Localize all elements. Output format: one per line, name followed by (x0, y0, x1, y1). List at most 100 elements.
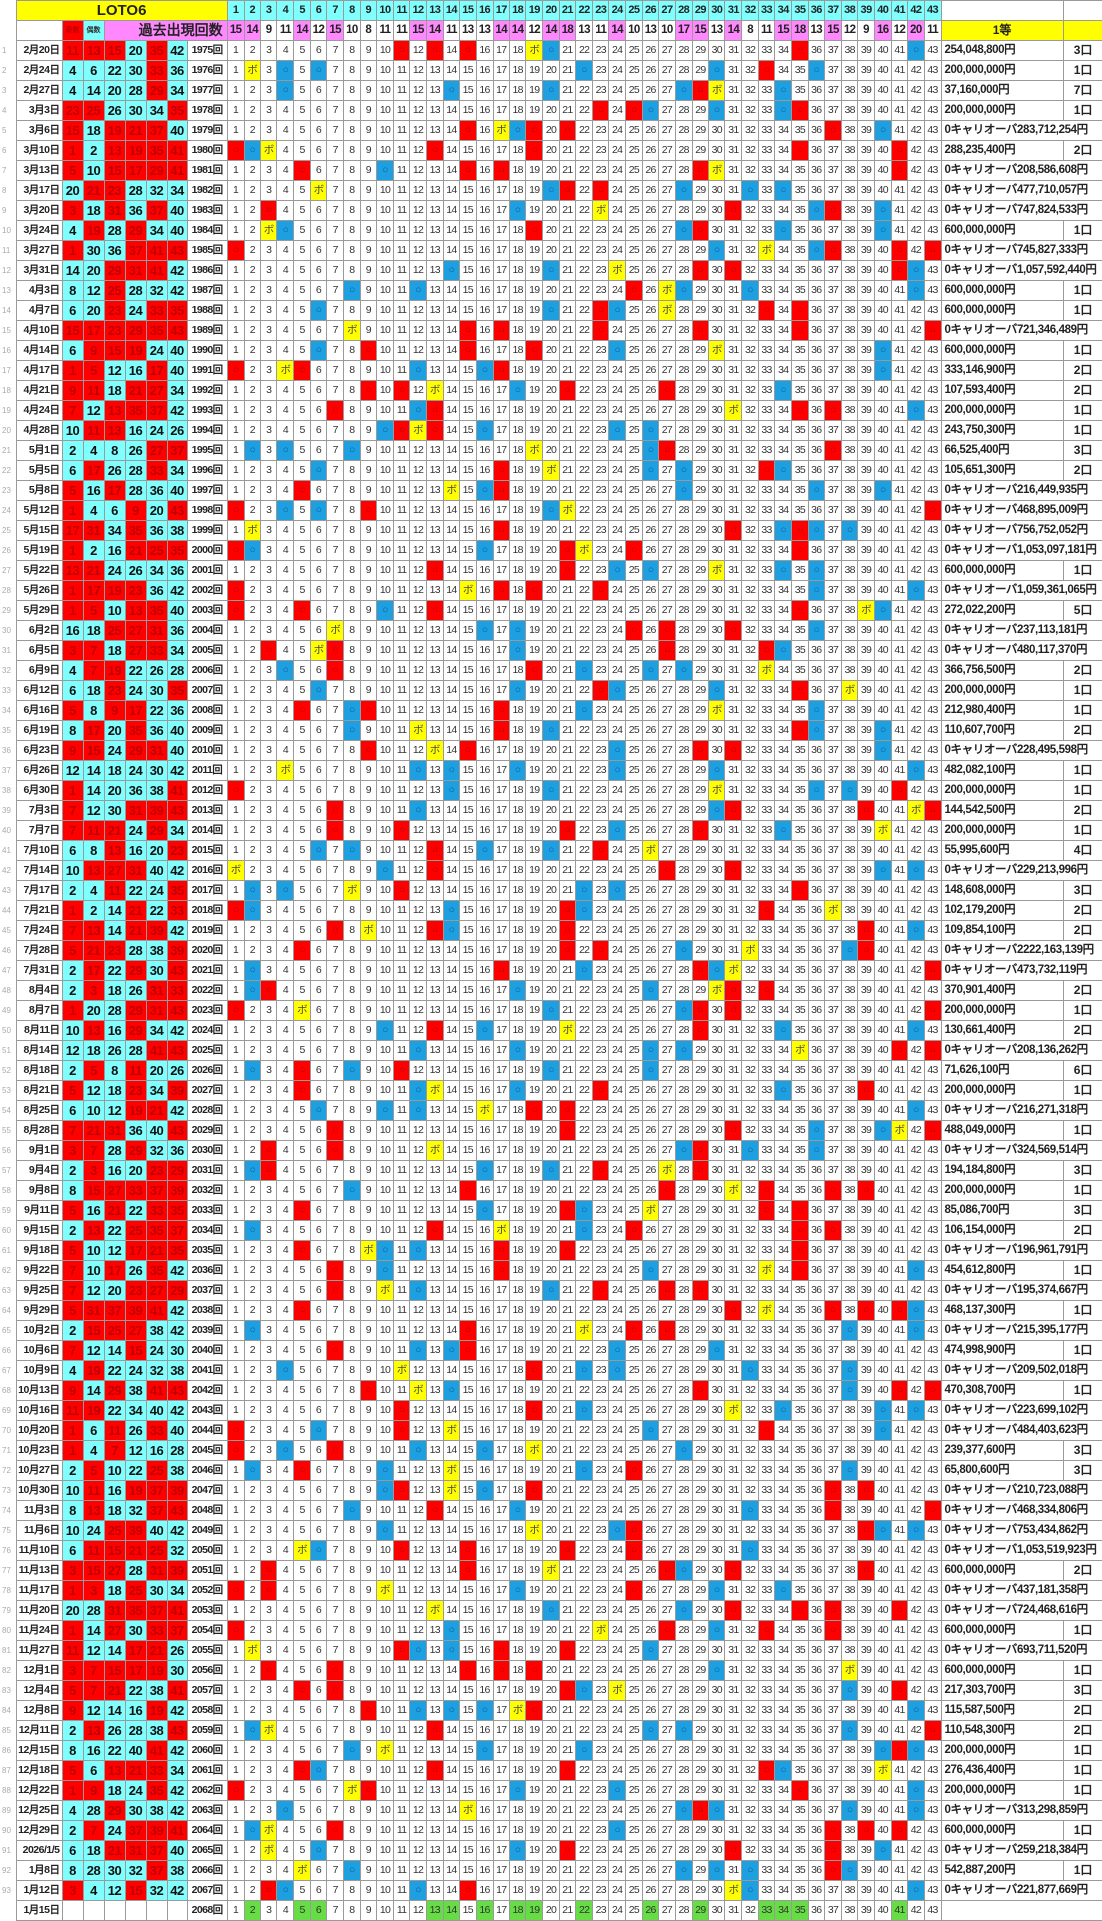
grid-cell: 38 (840, 740, 859, 761)
grid-cell: 32 (741, 920, 759, 941)
grid-hit-cell: ○ (890, 260, 909, 281)
grid-cell: 38 (840, 120, 859, 141)
grid-cell: 3 (259, 1440, 278, 1461)
grid-cell: 21 (558, 40, 577, 61)
prize-amount: 105,651,300円 (940, 460, 1064, 481)
grid-hit-cell: ○ (558, 820, 577, 841)
grid-cell: 5 (293, 580, 311, 601)
grid-hit-cell: ○ (392, 1480, 411, 1501)
grid-cell: 13 (425, 1780, 444, 1801)
draw-date: 9月4日 (15, 1160, 63, 1181)
grid-cell: 15 (459, 180, 477, 201)
grid-bonus-cell: ボ (907, 800, 925, 821)
grid-cell: 32 (741, 660, 759, 681)
grid-cell: 28 (674, 380, 693, 401)
grid-cell: 8 (343, 560, 361, 581)
winning-number: 11 (103, 880, 126, 901)
grid-cell: 13 (425, 1200, 444, 1221)
grid-cell: 17 (492, 1480, 510, 1501)
grid-hit-cell: ○ (757, 1620, 776, 1641)
grid-cell: 39 (857, 1700, 875, 1721)
grid-cell: 33 (757, 840, 776, 861)
grid-cell: 38 (840, 1520, 859, 1541)
winning-number: 2 (61, 1320, 84, 1341)
winning-number: 31 (145, 980, 168, 1001)
grid-cell: 43 (923, 740, 942, 761)
column-number-35: 35 (791, 0, 809, 21)
grid-cell: 18 (508, 1240, 527, 1261)
grid-cell: 42 (907, 1280, 925, 1301)
grid-cell: 30 (708, 1100, 726, 1121)
draw-number: 2042回 (186, 1380, 228, 1401)
winning-number: 43 (166, 1500, 188, 1521)
grid-cell: 8 (343, 340, 361, 361)
grid-cell: 24 (608, 320, 626, 341)
grid-cell: 17 (492, 740, 510, 761)
grid-cell: 24 (608, 400, 626, 421)
grid-cell: 1 (226, 1300, 245, 1321)
grid-cell: 1 (226, 1100, 245, 1121)
grid-cell: 4 (276, 1560, 295, 1581)
winner-count: 2口 (1062, 980, 1102, 1001)
prize-amount: 600,000,000円 (940, 1560, 1064, 1581)
grid-cell: 2 (243, 600, 262, 621)
grid-cell: 34 (774, 620, 793, 641)
grid-cell: 38 (840, 1180, 859, 1201)
grid-hit-cell: ○ (757, 1180, 776, 1201)
grid-cell: 23 (592, 280, 610, 301)
grid-cell: 18 (508, 1600, 527, 1621)
grid-cell: 24 (608, 1300, 626, 1321)
grid-bonus-cell: ボ (459, 1800, 477, 1821)
grid-hit-cell: ○ (558, 120, 577, 141)
draw-row: 53 8月21日 5 12 18 23 34 39 2027回 1 2 3 4 ○ 6 7 8 9 10 11 ○ ボ 14… (0, 1080, 1102, 1101)
grid-cell: 21 (558, 1420, 577, 1441)
column-number-10: 10 (375, 0, 394, 21)
grid-cell: 24 (608, 620, 626, 641)
grid-cell: 3 (259, 840, 278, 861)
draw-row: 43 7月17日 2 4 11 22 24 35 2017回 1 ○ 3 ○ 5 6 7 ボ 9 10 ○ 12 13 14… (0, 880, 1102, 901)
grid-cell: 30 (708, 1420, 726, 1441)
grid-hit-cell: ○ (608, 300, 626, 321)
grid-cell: 40 (873, 1440, 892, 1461)
grid-cell: 38 (840, 1060, 859, 1081)
grid-cell: 40 (873, 1060, 892, 1081)
grid-bonus-cell: ボ (724, 400, 743, 421)
grid-cell: 3 (259, 320, 278, 341)
grid-cell: 2 (243, 1340, 262, 1361)
prize-amount: 600,000,000円 (940, 1620, 1064, 1641)
grid-cell: 8 (343, 760, 361, 781)
draw-row: 86 12月15日 8 16 22 40 41 42 2060回 1 2 3 4 5 6 7 ○ 9 ボ 11 12 13… (0, 1740, 1102, 1761)
grid-cell: 31 (724, 1220, 743, 1241)
grid-cell: 24 (608, 1560, 626, 1581)
grid-hit-cell: ○ (542, 720, 560, 741)
winner-count: 6口 (1062, 1060, 1102, 1081)
grid-cell: 37 (823, 860, 842, 881)
row-index: 81 (0, 1640, 17, 1661)
draw-date: 12月15日 (15, 1740, 63, 1761)
column-number-13: 13 (425, 0, 444, 21)
grid-cell: 25 (624, 1360, 643, 1381)
grid-cell: 42 (907, 1560, 925, 1581)
grid-cell: 43 (923, 1800, 942, 1821)
grid-cell: 42 (907, 320, 925, 341)
row-index: 63 (0, 1280, 17, 1301)
grid-cell: 24 (608, 360, 626, 381)
grid-cell: 40 (873, 900, 892, 921)
date-header (15, 20, 63, 41)
grid-cell: 23 (592, 480, 610, 501)
grid-cell: 14 (442, 280, 461, 301)
grid-hit-cell: ○ (425, 560, 444, 581)
grid-cell: 41 (890, 940, 909, 961)
grid-cell: 27 (658, 100, 676, 121)
winning-number: 29 (145, 160, 168, 181)
grid-cell: 37 (823, 1680, 842, 1701)
winning-number: 2 (82, 900, 105, 921)
grid-cell: 40 (873, 60, 892, 81)
grid-bonus-cell: ボ (425, 380, 444, 401)
grid-cell: 32 (741, 1260, 759, 1281)
grid-cell: 27 (658, 760, 676, 781)
grid-cell: 7 (326, 1760, 345, 1781)
grid-cell: 5 (293, 640, 311, 661)
winning-number: 17 (82, 580, 105, 601)
grid-bonus-cell: ボ (542, 460, 560, 481)
